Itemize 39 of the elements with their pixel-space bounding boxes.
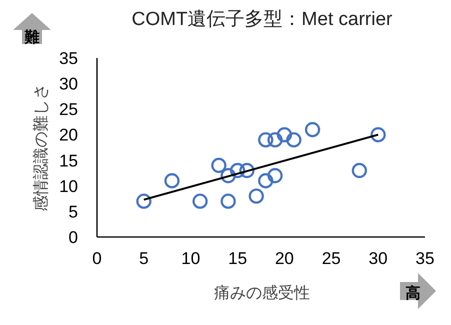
point	[248, 188, 264, 204]
x-tick-label: 5	[139, 249, 149, 268]
point	[220, 194, 236, 209]
x-tick-label: 15	[228, 249, 248, 268]
point	[304, 122, 320, 138]
point	[136, 194, 152, 209]
y-tick-label: 20	[59, 126, 78, 145]
point	[370, 127, 386, 142]
point	[352, 162, 367, 178]
y-tick-label: 35	[59, 49, 78, 68]
point	[276, 127, 292, 142]
point	[286, 132, 302, 148]
point	[267, 132, 283, 148]
x-tick-label: 0	[92, 249, 102, 268]
point	[230, 162, 246, 178]
x-tick-label: 25	[322, 249, 341, 268]
point	[258, 173, 274, 188]
y-tick-label: 10	[59, 176, 78, 196]
point	[220, 168, 236, 184]
x-tick-label: 35	[416, 249, 434, 268]
text: 高	[406, 284, 420, 302]
x-axis-title: 痛みの感受性	[214, 284, 310, 302]
y-tick-label: 5	[68, 202, 78, 222]
y-tick-label: 30	[59, 74, 78, 94]
y-axis-title: 感情認識の難しさ	[32, 84, 50, 212]
text: 難	[24, 29, 40, 46]
point	[258, 132, 274, 148]
point	[164, 173, 180, 188]
point	[267, 168, 283, 184]
chart-title: COMT遺伝子多型：Met carrier	[132, 9, 394, 30]
x-tick-label: 10	[181, 249, 200, 268]
point	[211, 158, 226, 173]
x-tick-label: 30	[368, 249, 388, 268]
x-tick-label: 20	[274, 249, 294, 268]
point	[239, 162, 255, 178]
y-tick-label: 25	[59, 100, 78, 120]
y-tick-label: 15	[59, 151, 78, 170]
y-tick-label: 0	[68, 228, 78, 247]
point	[192, 194, 208, 209]
